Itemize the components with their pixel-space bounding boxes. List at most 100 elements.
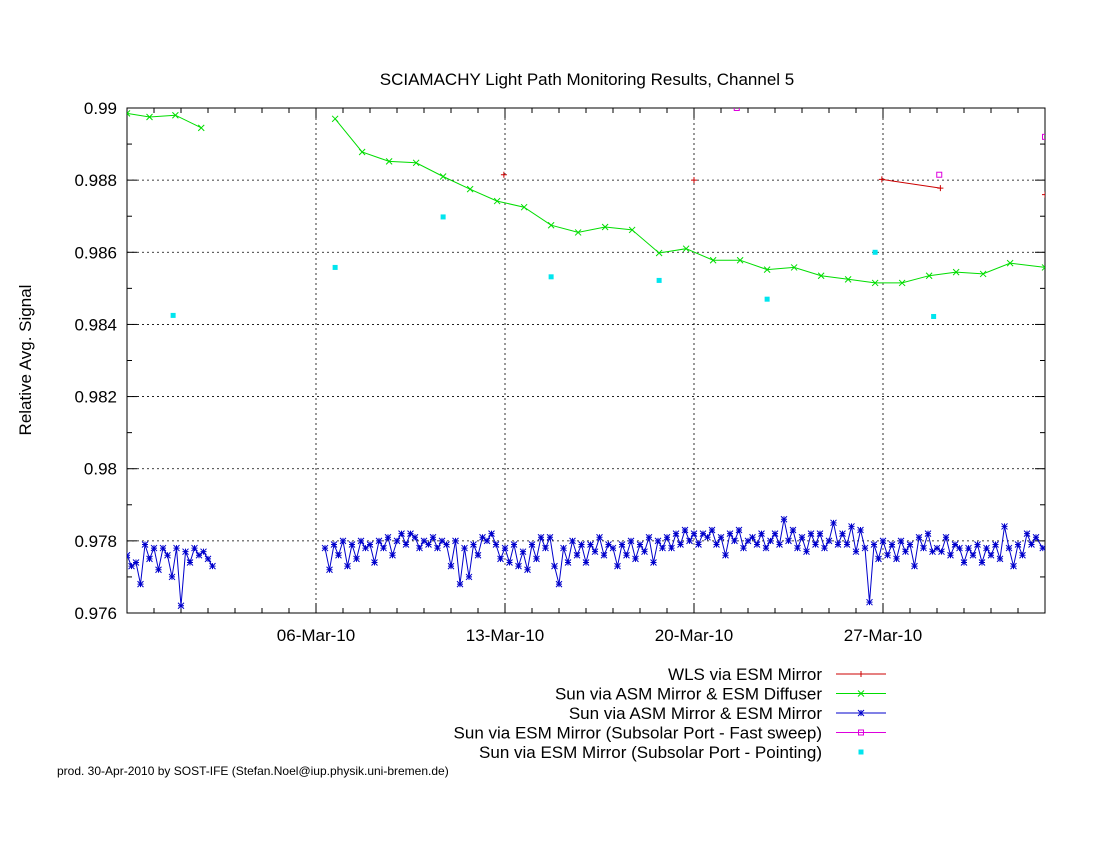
data-point xyxy=(893,555,900,563)
data-point xyxy=(942,533,950,541)
data-point xyxy=(519,548,527,556)
legend-label: Sun via ESM Mirror (Subsolar Port - Fast… xyxy=(454,724,822,743)
data-point xyxy=(1014,541,1022,548)
data-point xyxy=(412,159,420,167)
data-point xyxy=(137,580,144,588)
data-point xyxy=(348,541,356,548)
data-point xyxy=(839,530,846,537)
data-point xyxy=(537,533,545,541)
series-5 xyxy=(170,214,937,319)
data-point xyxy=(456,580,464,588)
data-point xyxy=(492,541,500,548)
data-point xyxy=(389,551,396,559)
grid xyxy=(127,108,1045,613)
data-point xyxy=(722,551,729,559)
data-point xyxy=(326,566,333,574)
data-point xyxy=(936,171,943,178)
data-point xyxy=(1010,562,1017,570)
data-point xyxy=(848,523,855,530)
data-point xyxy=(1023,530,1031,537)
data-point xyxy=(488,530,495,537)
data-point xyxy=(443,541,450,548)
data-point xyxy=(528,541,536,548)
data-point xyxy=(411,533,419,541)
data-point xyxy=(186,559,194,566)
data-point xyxy=(600,551,608,559)
data-point xyxy=(817,272,825,280)
data-point xyxy=(533,555,540,563)
data-point xyxy=(951,541,959,548)
data-point xyxy=(1006,259,1014,267)
data-point xyxy=(1041,264,1045,271)
data-point xyxy=(474,551,482,559)
data-point xyxy=(601,223,609,231)
data-point xyxy=(204,555,212,563)
data-point xyxy=(515,562,522,570)
data-point xyxy=(609,544,617,552)
data-point xyxy=(555,580,563,588)
data-point xyxy=(812,541,819,548)
data-point xyxy=(416,544,423,552)
data-point xyxy=(164,551,171,559)
data-point xyxy=(691,177,697,184)
y-tick-label: 0.98 xyxy=(84,460,117,479)
data-point xyxy=(843,541,851,548)
data-point xyxy=(906,541,914,548)
data-point xyxy=(127,110,131,117)
data-point xyxy=(830,519,837,527)
data-point xyxy=(1042,133,1045,140)
data-point xyxy=(878,176,885,183)
legend-label: Sun via ASM Mirror & ESM Mirror xyxy=(569,704,822,723)
data-point xyxy=(717,533,725,541)
data-point xyxy=(821,544,828,552)
data-point xyxy=(996,555,1004,563)
data-point xyxy=(627,537,635,545)
data-point xyxy=(974,541,981,548)
data-point xyxy=(789,526,797,534)
data-point xyxy=(924,530,932,537)
y-tick-label: 0.988 xyxy=(74,171,117,190)
x-tick-label: 13-Mar-10 xyxy=(466,626,544,645)
data-point xyxy=(614,562,621,570)
data-point xyxy=(150,544,158,552)
data-point xyxy=(969,551,977,559)
data-point xyxy=(785,537,792,545)
data-point xyxy=(925,272,933,280)
data-point xyxy=(947,551,954,559)
data-point xyxy=(753,541,761,548)
data-point xyxy=(182,548,189,556)
x-tick-label: 20-Mar-10 xyxy=(655,626,733,645)
data-point xyxy=(956,544,963,552)
data-point xyxy=(353,555,360,563)
data-point xyxy=(884,551,891,559)
data-point xyxy=(960,559,968,566)
data-point xyxy=(709,256,717,264)
data-point xyxy=(987,551,995,559)
data-point xyxy=(398,530,405,537)
chart-title: SCIAMACHY Light Path Monitoring Results,… xyxy=(380,70,795,89)
data-point xyxy=(740,544,747,552)
data-point xyxy=(872,249,878,255)
data-point xyxy=(672,530,680,537)
series-4 xyxy=(733,108,1045,178)
data-point xyxy=(632,555,639,563)
data-point xyxy=(591,548,599,556)
data-point xyxy=(744,537,752,545)
data-point xyxy=(686,537,693,545)
data-point xyxy=(852,548,860,556)
data-point xyxy=(618,541,626,548)
data-point xyxy=(641,548,648,556)
data-point xyxy=(1005,544,1013,552)
data-point xyxy=(429,533,437,541)
data-point xyxy=(551,562,558,570)
data-point xyxy=(902,548,909,556)
data-point xyxy=(681,526,689,534)
data-point xyxy=(690,530,698,537)
series-2 xyxy=(127,110,1045,287)
data-point xyxy=(339,537,347,545)
data-point xyxy=(321,544,329,552)
data-point xyxy=(952,268,960,276)
legend-swatch-marker xyxy=(857,690,865,697)
data-point xyxy=(209,562,216,570)
